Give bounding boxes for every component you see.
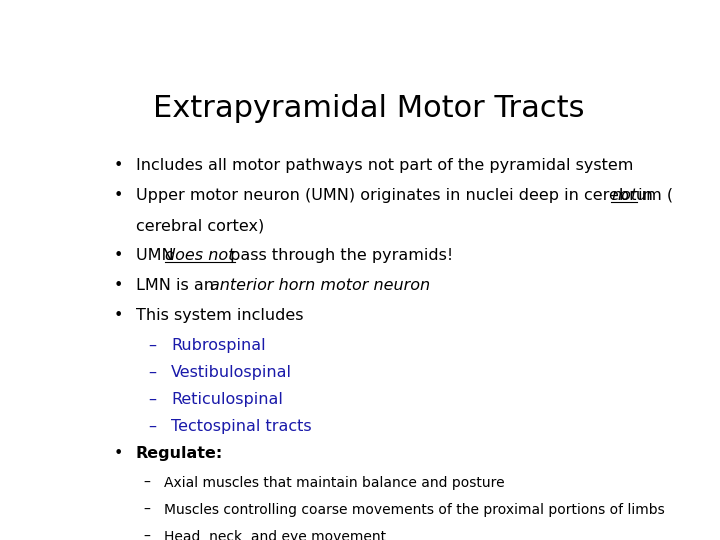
Text: •: • [114,188,123,203]
Text: Rubrospinal: Rubrospinal [171,338,266,353]
Text: Tectospinal tracts: Tectospinal tracts [171,419,312,434]
Text: •: • [114,248,123,263]
Text: not: not [611,188,637,203]
Text: Includes all motor pathways not part of the pyramidal system: Includes all motor pathways not part of … [136,158,633,173]
Text: in: in [634,188,653,203]
Text: Head, neck, and eye movement: Head, neck, and eye movement [164,530,387,540]
Text: –: – [143,476,150,490]
Text: anterior horn motor neuron: anterior horn motor neuron [210,278,430,293]
Text: –: – [148,365,156,380]
Text: UMN: UMN [136,248,179,263]
Text: Muscles controlling coarse movements of the proximal portions of limbs: Muscles controlling coarse movements of … [164,503,665,517]
Text: This system includes: This system includes [136,308,303,323]
Text: •: • [114,278,123,293]
Text: –: – [148,392,156,407]
Text: does not: does not [166,248,235,263]
Text: •: • [114,158,123,173]
Text: Axial muscles that maintain balance and posture: Axial muscles that maintain balance and … [164,476,505,490]
Text: –: – [148,338,156,353]
Text: Reticulospinal: Reticulospinal [171,392,283,407]
Text: pass through the pyramids!: pass through the pyramids! [225,248,453,263]
Text: •: • [114,308,123,323]
Text: –: – [148,419,156,434]
Text: Extrapyramidal Motor Tracts: Extrapyramidal Motor Tracts [153,94,585,123]
Text: Vestibulospinal: Vestibulospinal [171,365,292,380]
Text: Regulate:: Regulate: [136,446,223,461]
Text: cerebral cortex): cerebral cortex) [136,218,264,233]
Text: LMN is an: LMN is an [136,278,219,293]
Text: Upper motor neuron (UMN) originates in nuclei deep in cerebrum (: Upper motor neuron (UMN) originates in n… [136,188,673,203]
Text: –: – [143,530,150,540]
Text: –: – [143,503,150,517]
Text: •: • [114,446,123,461]
